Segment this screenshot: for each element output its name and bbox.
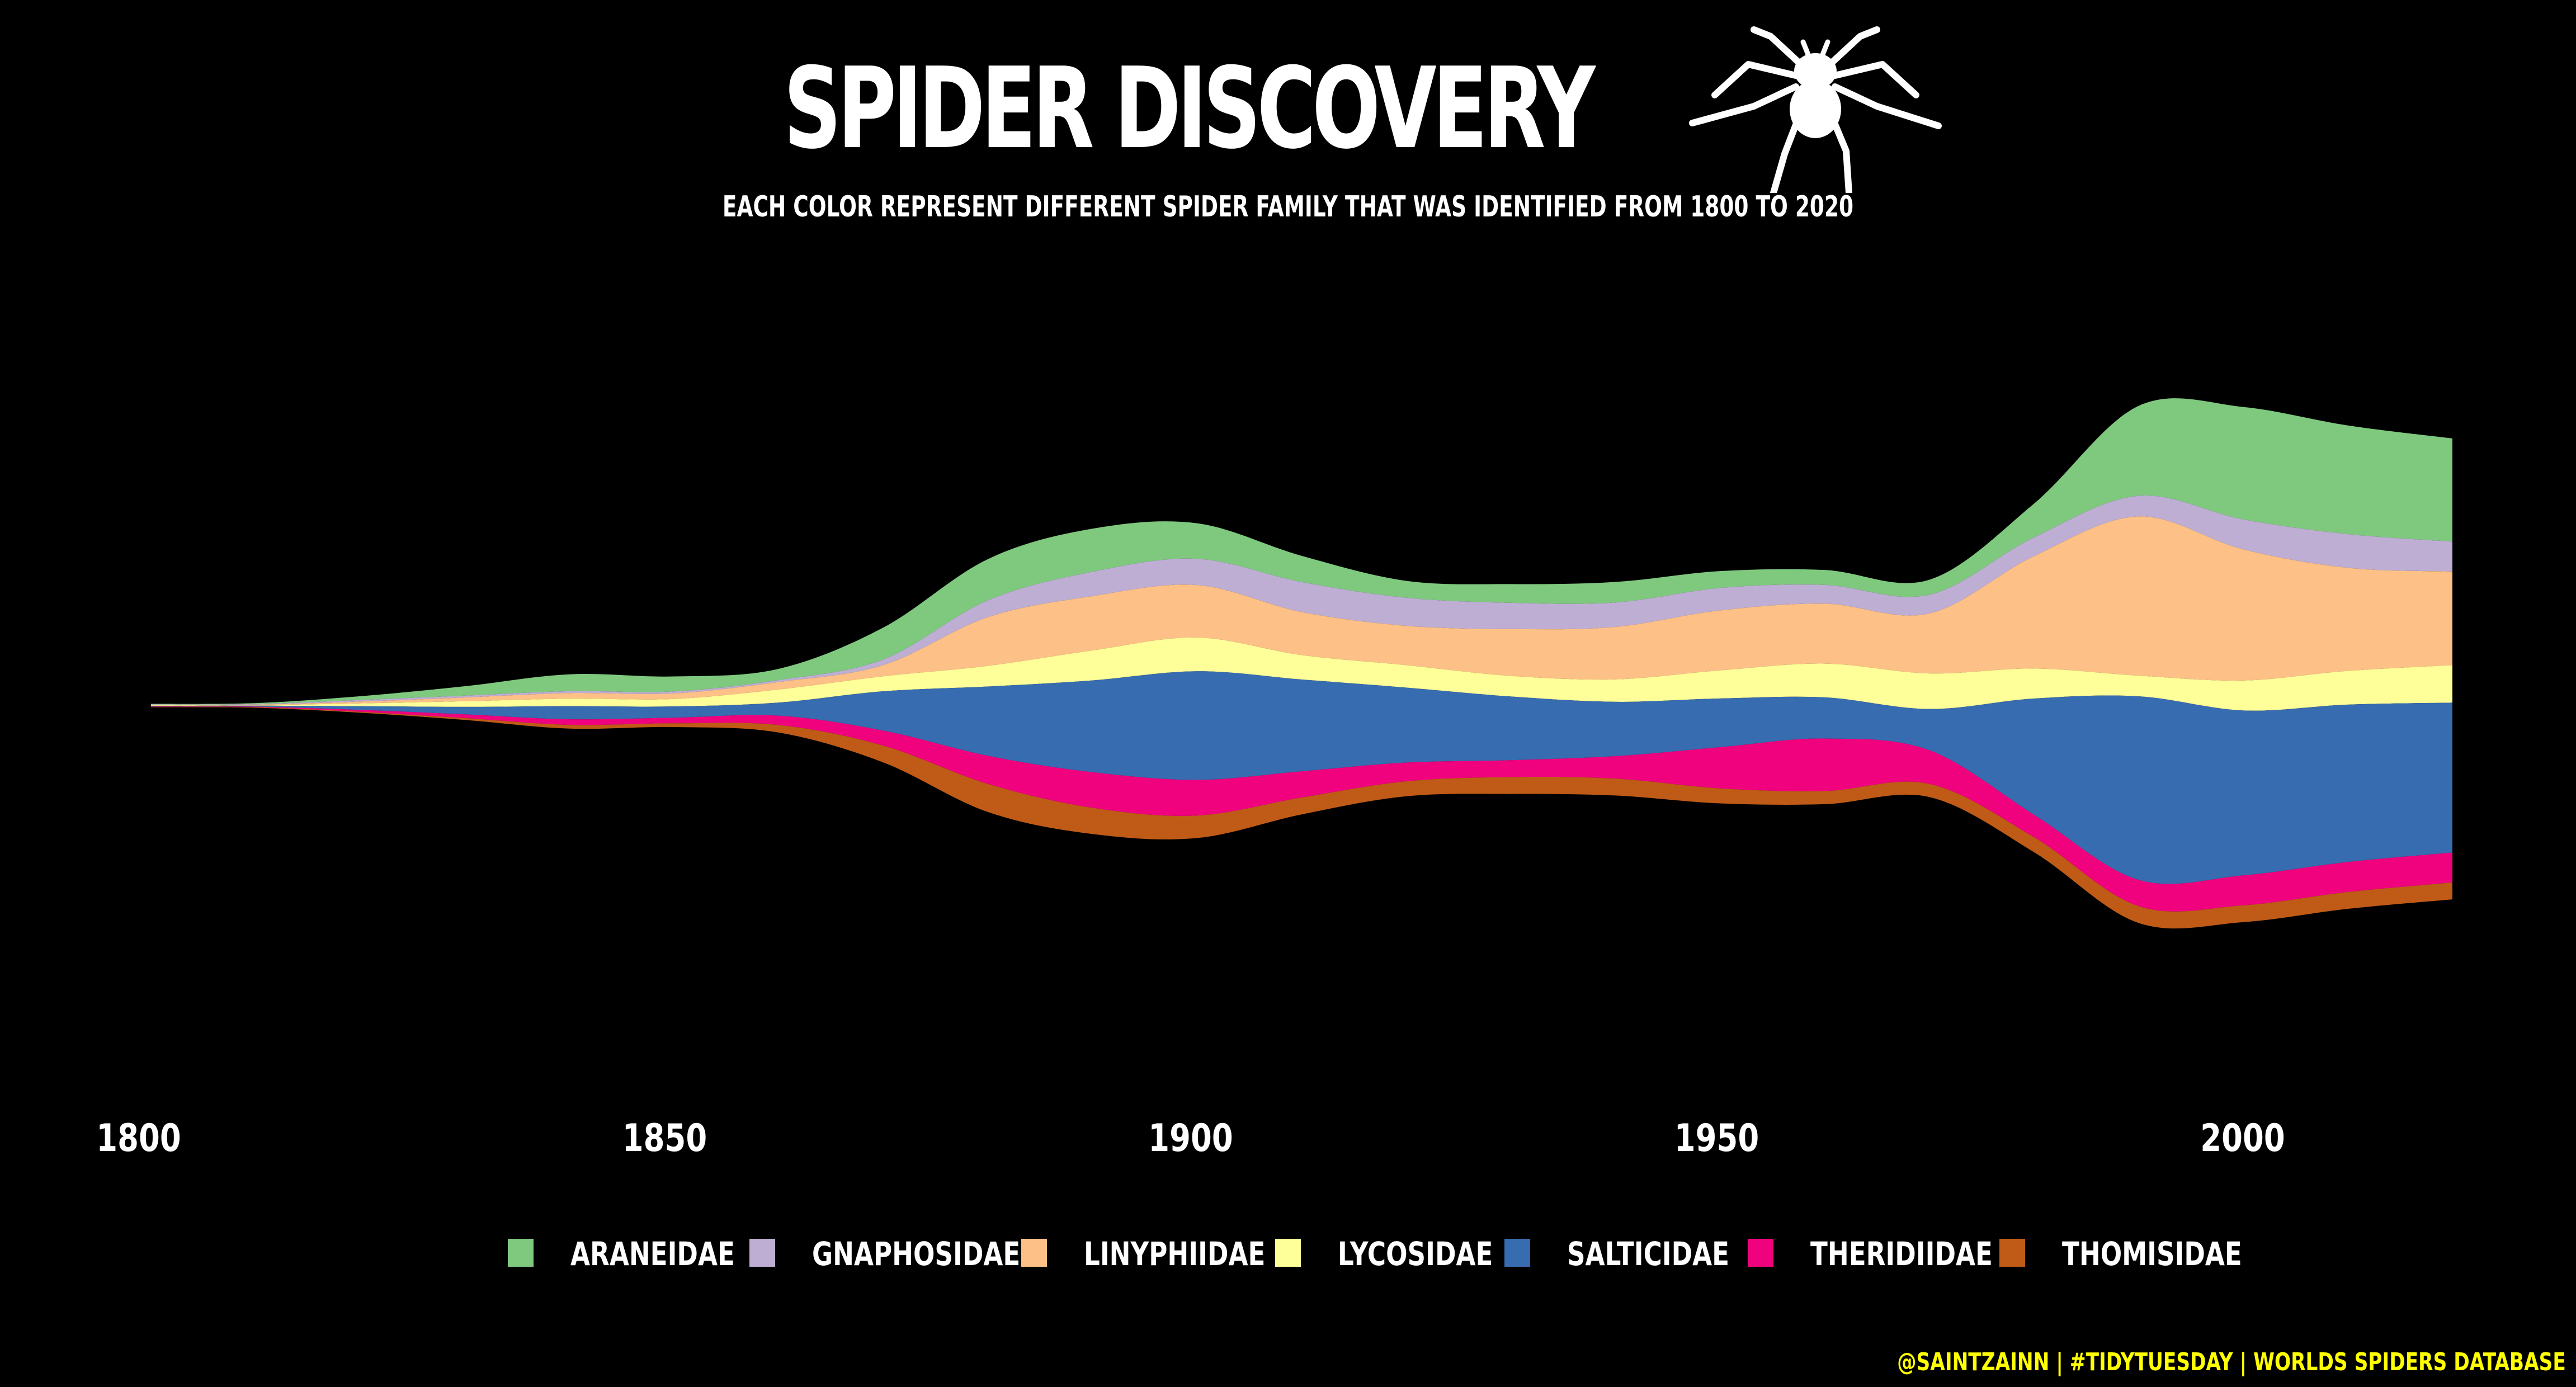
legend-label-gnaphosidae: GNAPHOSIDAE xyxy=(812,1236,1020,1273)
chart-subtitle: EACH COLOR REPRESENT DIFFERENT SPIDER FA… xyxy=(722,190,1854,224)
x-tick-label: 1800 xyxy=(96,1116,181,1160)
legend-label-theridiidae: THERIDIIDAE xyxy=(1810,1236,1993,1273)
legend-label-thomisidae: THOMISIDAE xyxy=(2062,1236,2242,1273)
x-tick-label: 1850 xyxy=(622,1116,707,1160)
caption: @SAINTZAINN | #TIDYTUESDAY | WORLDS SPID… xyxy=(1897,1348,2566,1376)
legend-label-araneidae: ARANEIDAE xyxy=(570,1236,735,1273)
stream-area-thomisidae xyxy=(151,706,2452,929)
spider-icon xyxy=(1689,26,1942,193)
legend-swatch-theridiidae xyxy=(1748,1239,1773,1267)
legend-label-lycosidae: LYCOSIDAE xyxy=(1338,1236,1493,1273)
legend-swatch-gnaphosidae xyxy=(749,1239,775,1267)
stream-area-gnaphosidae xyxy=(151,495,2452,705)
chart-title: SPIDER DISCOVERY xyxy=(783,44,1596,174)
legend-label-linyphiidae: LINYPHIIDAE xyxy=(1084,1236,1265,1273)
legend-swatch-araneidae xyxy=(508,1239,534,1267)
title-row: SPIDER DISCOVERY xyxy=(0,17,2576,201)
legend-swatch-thomisidae xyxy=(1999,1239,2025,1267)
stream-area-lycosidae xyxy=(151,637,2452,711)
legend-swatch-salticidae xyxy=(1504,1239,1530,1267)
stream-area-salticidae xyxy=(151,671,2452,884)
x-tick-label: 1900 xyxy=(1148,1116,1233,1160)
stream-area-linyphiidae xyxy=(151,516,2452,706)
legend-swatch-lycosidae xyxy=(1275,1239,1301,1267)
x-axis-ticks: 1800 1850 1900 1950 2000 xyxy=(96,1116,2285,1160)
stream-area-theridiidae xyxy=(151,706,2452,912)
legend-label-salticidae: SALTICIDAE xyxy=(1567,1236,1729,1273)
legend: ARANEIDAE GNAPHOSIDAE LINYPHIIDAE LYCOSIDAE… xyxy=(508,1236,2242,1273)
x-tick-label: 1950 xyxy=(1674,1116,1759,1160)
legend-swatch-linyphiidae xyxy=(1021,1239,1047,1267)
stream-area-araneidae xyxy=(151,398,2452,705)
x-tick-label: 2000 xyxy=(2200,1116,2285,1160)
stream-areas xyxy=(151,398,2452,929)
